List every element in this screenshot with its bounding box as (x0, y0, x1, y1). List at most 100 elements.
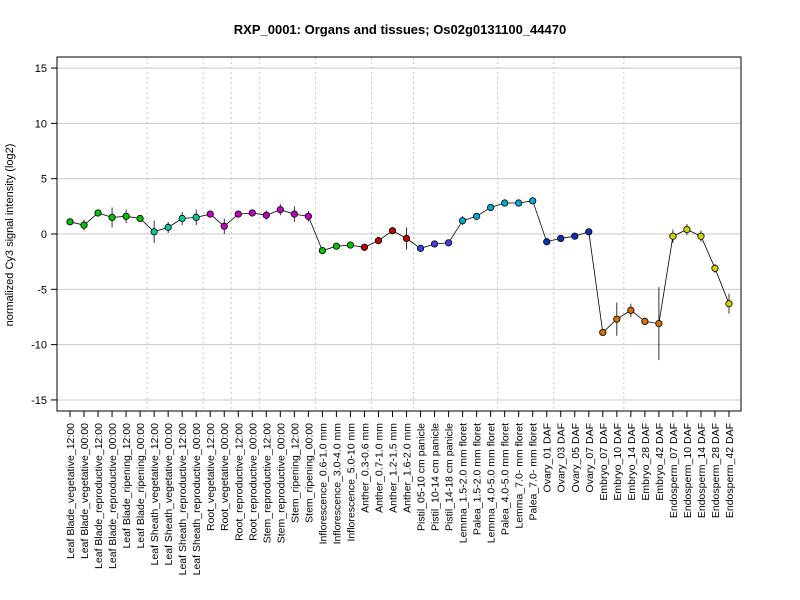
x-tick-label: Lemma_1.5-2.0 mm floret (458, 423, 470, 543)
x-tick-label: Embryo_10 DAF (612, 423, 624, 501)
x-tick-label: Embryo_14 DAF (626, 423, 638, 501)
x-tick-label: Ovary_07 DAF (584, 423, 596, 492)
data-point (318, 246, 326, 255)
data-point (725, 300, 733, 308)
data-point (543, 238, 551, 246)
x-tick-label: Leaf Sheath_vegetative_00:00 (163, 423, 175, 566)
data-point (276, 206, 284, 214)
x-tick-label: Endosperm_10 DAF (682, 423, 694, 518)
grid-layer (57, 57, 741, 411)
data-point (192, 213, 200, 222)
data-point (416, 244, 425, 252)
x-tick-label: Leaf Sheath_reproductive_00:00 (191, 423, 203, 576)
x-tick-label: Stem_ripening_00:00 (303, 423, 315, 523)
y-axis-label: normalized Cy3 signal intensity (log2) (4, 144, 16, 327)
y-tick-label: 15 (35, 63, 47, 75)
data-point (332, 242, 341, 250)
x-tick-label: Endosperm_42 DAF (724, 423, 736, 518)
x-tick-label: Lemma_4.0-5.0 mm floret (486, 423, 498, 543)
data-point (697, 232, 705, 240)
x-tick-label: Embryo_28 DAF (640, 423, 652, 501)
y-tick-label: 0 (41, 229, 47, 241)
data-point (94, 209, 102, 217)
x-tick-label: Leaf Blade_ripening_12:00 (121, 423, 133, 549)
data-point (360, 243, 369, 251)
y-tick-label: -15 (31, 395, 47, 407)
data-point (473, 212, 481, 220)
x-tick-label: Leaf Blade_ripening_00:00 (135, 423, 147, 549)
x-tick-label: Leaf Blade_reproductive_00:00 (107, 423, 119, 569)
data-point (374, 237, 383, 245)
data-point (669, 232, 677, 240)
data-point (487, 203, 495, 212)
data-point (515, 199, 523, 207)
x-tick-label: Leaf Blade_vegetative_12:00 (65, 423, 77, 559)
data-point (444, 239, 453, 247)
x-tick-label: Stem_ripening_12:00 (289, 423, 301, 523)
x-tick-label: Pistil_14-18 cm panicle (444, 423, 456, 531)
x-tick-label: Inflorescence_5.0-10 mm (345, 423, 357, 542)
data-point (136, 214, 144, 223)
data-point (108, 213, 116, 222)
y-tick-label: -10 (31, 340, 47, 352)
x-tick-label: Inflorescence_0.6-1.0 mm (317, 423, 329, 545)
data-point (571, 232, 579, 240)
x-tick-label: Embryo_07 DAF (598, 423, 610, 501)
x-tick-label: Stem_reproductive_12:00 (261, 423, 273, 543)
data-point (164, 223, 172, 231)
x-tick-label: Embryo_42 DAF (654, 423, 666, 501)
data-point (346, 241, 355, 249)
data-point (655, 320, 663, 328)
data-point (122, 212, 130, 220)
x-tick-label: Palea_7.0- mm floret (528, 423, 540, 521)
data-point (529, 197, 537, 205)
data-point (711, 264, 719, 272)
x-tick-label: Leaf Sheath_reproductive_12:00 (177, 423, 189, 576)
x-tick-label: Ovary_01 DAF (542, 423, 554, 492)
x-tick-label: Root_reproductive_00:00 (247, 423, 259, 541)
x-tick-label: Root_vegetative_00:00 (219, 423, 231, 531)
x-tick-label: Endosperm_14 DAF (696, 423, 708, 518)
data-point (150, 228, 158, 236)
data-point (220, 222, 228, 230)
data-point (641, 317, 649, 325)
x-tick-label: Ovary_05 DAF (570, 423, 582, 492)
data-point (613, 315, 621, 323)
x-tick-label: Lemma_7.0- mm floret (514, 423, 526, 529)
x-tick-label: Anther_0.7-1.0 mm (373, 423, 385, 513)
data-point (402, 234, 411, 243)
plot-frame (56, 56, 742, 412)
x-tick-label: Stem_reproductive_00:00 (275, 423, 287, 543)
series-layer (66, 197, 733, 361)
y-tick-label: 10 (35, 118, 47, 130)
x-tick-label: Endosperm_07 DAF (668, 423, 680, 518)
data-point (683, 225, 691, 234)
x-tick-label: Pistil_05-10 cm panicle (416, 423, 428, 531)
x-tick-label: Root_vegetative_12:00 (205, 423, 217, 531)
x-tick-label: Ovary_03 DAF (556, 423, 568, 492)
data-point (627, 306, 635, 314)
data-point (430, 240, 439, 248)
x-tick-label: Root_reproductive_12:00 (233, 423, 245, 541)
x-tick-label: Leaf Blade_vegetative_00:00 (79, 423, 91, 559)
data-point (501, 199, 509, 207)
data-point (248, 209, 256, 217)
axis-layer: -15 -10 -5 0 5 10 15 Leaf Blade_vegetative_12:0… (31, 63, 736, 575)
x-tick-label: Pistil_10-14 cm panicle (430, 423, 442, 531)
y-tick-label: -5 (37, 284, 47, 296)
data-point (599, 328, 607, 337)
x-tick-label: Anther_0.3-0.6 mm (359, 423, 371, 513)
data-point (585, 228, 593, 236)
data-point (458, 217, 467, 225)
data-point (206, 210, 214, 218)
data-point (66, 218, 74, 226)
x-tick-label: Leaf Sheath_vegetative_12:00 (149, 423, 161, 566)
data-point (80, 221, 88, 229)
x-tick-label: Anther_1.2-1.5 mm (387, 423, 399, 513)
x-tick-label: Inflorescence_3.0-4.0 mm (331, 423, 343, 545)
y-tick-label: 5 (41, 174, 47, 186)
x-tick-label: Endosperm_28 DAF (710, 423, 722, 518)
x-tick-label: Leaf Blade_reproductive_12:00 (93, 423, 105, 569)
data-point (290, 210, 298, 218)
